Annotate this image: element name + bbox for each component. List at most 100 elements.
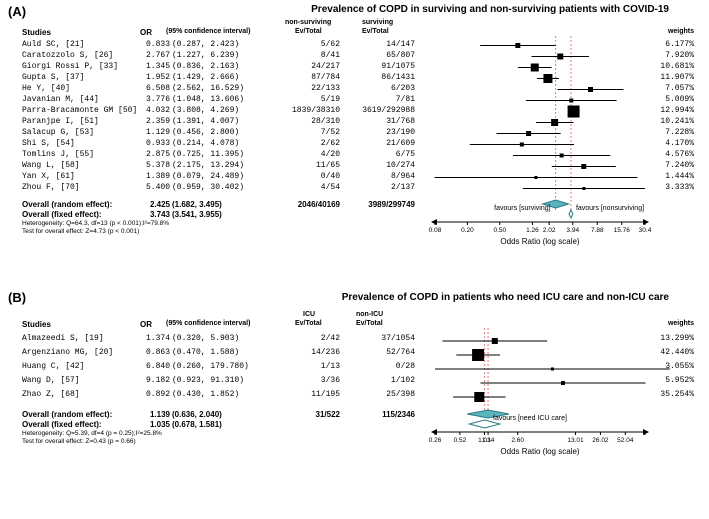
data-cell: (1.429, 2.666) [172,73,272,82]
data-cell: 4.032 [130,106,170,115]
panel-a: (A) Prevalence of COPD in surviving and … [0,0,709,280]
panel-b-label: (B) [8,290,26,305]
svg-text:7.88: 7.88 [591,227,604,234]
data-cell: 0.892 [130,390,170,399]
data-cell: (0.470, 1.588) [172,348,272,357]
data-cell: (1.048, 13.606) [172,95,272,104]
hdr-ev2-b: Ev/Total [356,320,383,327]
data-cell: 5.378 [130,161,170,170]
hdr-ci-b: (95% confidence interval) [166,320,250,327]
data-cell: He Y, [40] [22,84,127,93]
data-cell: (0.725, 11.395) [172,150,272,159]
data-cell: 11/195 [280,390,340,399]
data-cell: 65/807 [345,51,415,60]
data-cell: Shi S, [54] [22,139,127,148]
data-cell: 2.875 [130,150,170,159]
svg-text:52.04: 52.04 [617,437,634,444]
hdr-or-b: OR [140,320,152,329]
data-cell: 1/102 [345,376,415,385]
panel-b-title: Prevalence of COPD in patients who need … [342,292,669,303]
data-cell: Auld SC, [21] [22,40,127,49]
data-cell: Almazeedi S, [19] [22,334,127,343]
data-cell: 5/19 [280,95,340,104]
svg-text:26.02: 26.02 [592,437,609,444]
svg-text:2.02: 2.02 [543,227,556,234]
data-cell: 31/768 [345,117,415,126]
data-cell: Tomlins J, [55] [22,150,127,159]
data-cell: 7/52 [280,128,340,137]
data-cell: 21/609 [345,139,415,148]
data-cell: 91/1075 [345,62,415,71]
summary-cell: 2.425 [130,200,170,209]
data-cell: 1.389 [130,172,170,181]
data-cell: (0.836, 2.163) [172,62,272,71]
svg-text:Odds Ratio (log scale): Odds Ratio (log scale) [500,447,579,456]
summary-cell: (1.682, 3.495) [172,200,272,209]
summary-cell: (0.636, 2.040) [172,410,272,419]
panel-a-label: (A) [8,4,26,19]
data-cell: 2/62 [280,139,340,148]
summary-cell: Overall (fixed effect): [22,210,127,219]
data-cell: 28/310 [280,117,340,126]
data-cell: 37/1054 [345,334,415,343]
heterogeneity-text: Heterogeneity: Q=5.39, df=4 (p = 0.25);I… [22,430,282,437]
summary-cell: 3.743 [130,210,170,219]
data-cell: 7/81 [345,95,415,104]
data-cell: (1.391, 4.007) [172,117,272,126]
data-cell: 2.359 [130,117,170,126]
data-cell: Gupta S, [37] [22,73,127,82]
hdr-ev1-b: Ev/Total [295,320,322,327]
data-cell: 9.182 [130,376,170,385]
summary-cell: Overall (random effect): [22,410,127,419]
data-cell: (0.287, 2.423) [172,40,272,49]
svg-text:2.60: 2.60 [511,437,524,444]
svg-text:Odds Ratio (log scale): Odds Ratio (log scale) [500,237,579,246]
data-cell: 4/20 [280,150,340,159]
svg-text:favours [surviving]: favours [surviving] [494,205,550,212]
forest-plot-a: 0.080.200.501.262.023.947.8815.7630.4Odd… [425,36,655,271]
hdr-ev1-a: Ev/Total [295,28,322,35]
data-cell: 6/75 [345,150,415,159]
data-cell: Wang L, [58] [22,161,127,170]
data-cell: 0.933 [130,139,170,148]
data-cell: (2.175, 13.294) [172,161,272,170]
hdr-ev1top-a: non-surviving [285,19,331,26]
data-cell: 0.833 [130,40,170,49]
data-cell: (0.260, 179.780) [172,362,272,371]
data-cell: (0.320, 5.903) [172,334,272,343]
data-cell: 3619/292988 [345,106,415,115]
data-cell: Zhou F, [70] [22,183,127,192]
data-cell: (0.456, 2.800) [172,128,272,137]
data-cell: Huang C, [42] [22,362,127,371]
data-cell: 6.840 [130,362,170,371]
data-cell: 1.129 [130,128,170,137]
svg-text:0.20: 0.20 [461,227,474,234]
data-cell: Zhao Z, [68] [22,390,127,399]
summary-cell: 1.139 [130,410,170,419]
summary-cell: 31/522 [280,410,340,419]
summary-cell: 2046/40169 [280,200,340,209]
data-cell: 3.776 [130,95,170,104]
svg-text:0.52: 0.52 [454,437,467,444]
data-cell: 6.508 [130,84,170,93]
hdr-wt-b: weights [668,320,694,327]
summary-cell: (0.678, 1.581) [172,420,272,429]
svg-text:favours [need ICU care]: favours [need ICU care] [493,415,567,422]
data-cell: 5/62 [280,40,340,49]
forest-plot-b: 0.260.521.031.142.6013.0126.0252.04Odds … [425,328,655,503]
data-cell: (0.430, 1.852) [172,390,272,399]
data-cell: (0.079, 24.489) [172,172,272,181]
data-cell: 1.374 [130,334,170,343]
data-cell: 86/1431 [345,73,415,82]
data-cell: 14/147 [345,40,415,49]
data-cell: 0/28 [345,362,415,371]
summary-cell: (3.541, 3.955) [172,210,272,219]
data-cell: 0.863 [130,348,170,357]
svg-text:0.08: 0.08 [429,227,442,234]
data-cell: Wang D, [57] [22,376,127,385]
data-cell: Salacup G, [53] [22,128,127,137]
overall-test-text: Test for overall effect: Z=4.73 (p < 0.0… [22,228,282,235]
data-cell: Parra-Bracamonte GM [50] [22,106,127,115]
data-cell: 1.952 [130,73,170,82]
data-cell: Argenziano MG, [20] [22,348,127,357]
